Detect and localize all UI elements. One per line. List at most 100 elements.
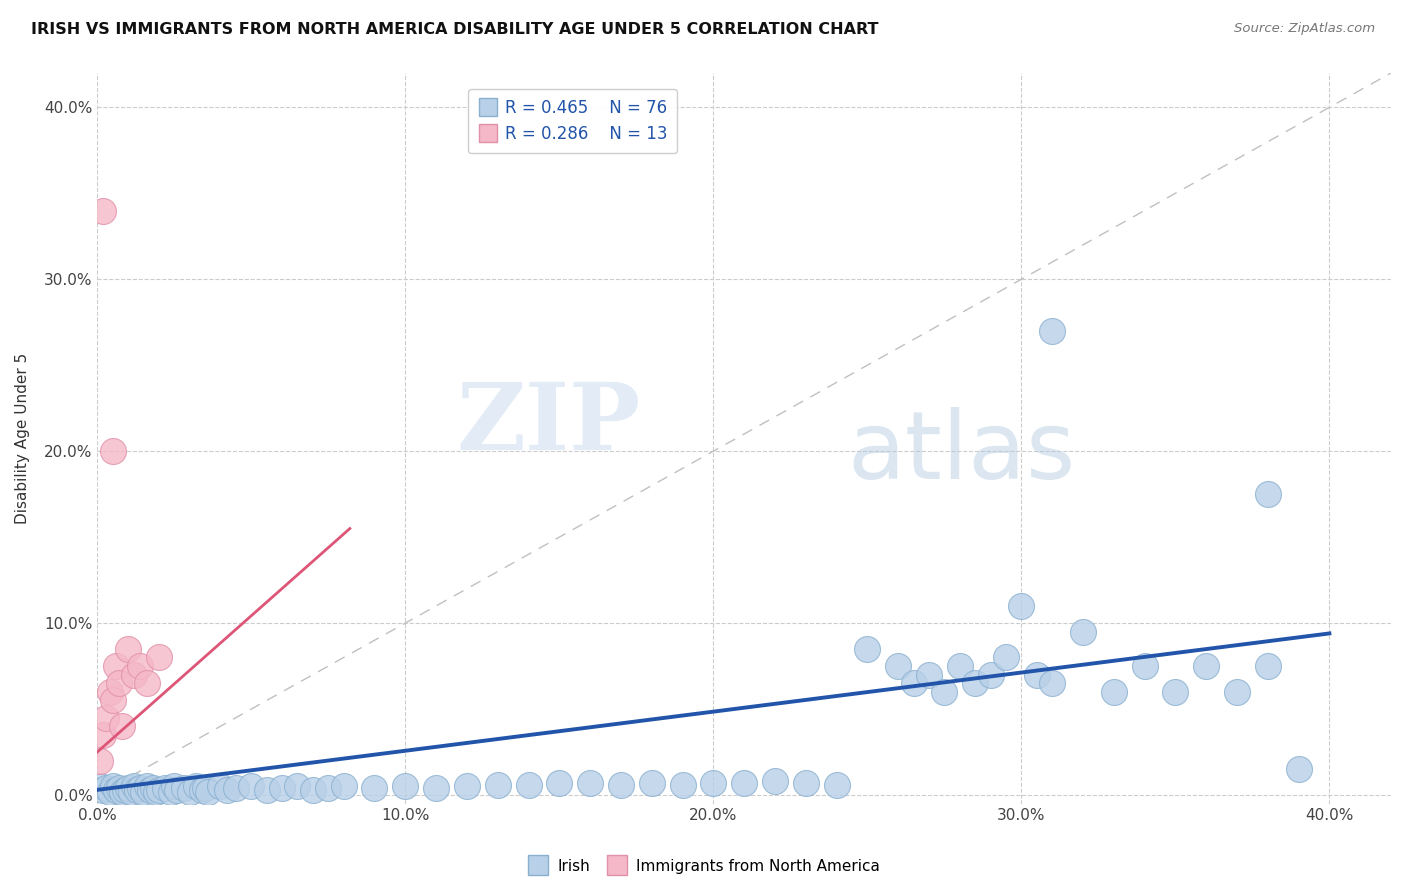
Point: [486, 778, 509, 792]
Point: [127, 782, 149, 797]
Point: [1071, 624, 1094, 639]
Point: [93, 203, 115, 218]
Point: [122, 780, 145, 794]
Point: [316, 781, 339, 796]
Point: [934, 685, 956, 699]
Point: [96, 781, 118, 796]
Point: [332, 780, 354, 794]
Point: [456, 780, 478, 794]
Point: [96, 711, 118, 725]
Point: [101, 444, 124, 458]
Point: [517, 778, 540, 792]
Point: [194, 781, 217, 796]
Point: [129, 781, 152, 796]
Text: atlas: atlas: [848, 407, 1076, 499]
Point: [1257, 659, 1279, 673]
Y-axis label: Disability Age Under 5: Disability Age Under 5: [15, 352, 30, 524]
Point: [98, 784, 121, 798]
Point: [215, 782, 238, 797]
Legend: R = 0.465    N = 76, R = 0.286    N = 13: R = 0.465 N = 76, R = 0.286 N = 13: [468, 88, 678, 153]
Point: [903, 676, 925, 690]
Point: [980, 667, 1002, 681]
Point: [129, 659, 152, 673]
Point: [153, 781, 176, 796]
Point: [240, 780, 263, 794]
Point: [256, 782, 278, 797]
Point: [733, 776, 755, 790]
Point: [184, 780, 207, 794]
Point: [1288, 762, 1310, 776]
Point: [138, 782, 160, 797]
Point: [287, 780, 309, 794]
Point: [994, 650, 1017, 665]
Point: [197, 784, 219, 798]
Text: IRISH VS IMMIGRANTS FROM NORTH AMERICA DISABILITY AGE UNDER 5 CORRELATION CHART: IRISH VS IMMIGRANTS FROM NORTH AMERICA D…: [31, 22, 879, 37]
Point: [108, 781, 131, 796]
Point: [163, 780, 186, 794]
Point: [425, 781, 447, 796]
Point: [117, 641, 139, 656]
Point: [1195, 659, 1218, 673]
Point: [104, 659, 127, 673]
Point: [1010, 599, 1032, 613]
Point: [1040, 324, 1063, 338]
Point: [142, 781, 165, 796]
Point: [98, 685, 121, 699]
Point: [120, 784, 142, 798]
Point: [763, 774, 786, 789]
Point: [702, 776, 724, 790]
Point: [89, 754, 111, 768]
Point: [93, 782, 115, 797]
Point: [271, 781, 294, 796]
Point: [111, 784, 134, 798]
Point: [132, 784, 155, 798]
Point: [856, 641, 879, 656]
Point: [1102, 685, 1125, 699]
Point: [160, 784, 183, 798]
Point: [122, 667, 145, 681]
Point: [394, 780, 416, 794]
Point: [949, 659, 972, 673]
Point: [166, 782, 188, 797]
Point: [101, 693, 124, 707]
Point: [111, 719, 134, 733]
Point: [89, 780, 111, 794]
Point: [173, 781, 195, 796]
Point: [135, 676, 157, 690]
Point: [794, 776, 817, 790]
Point: [671, 778, 693, 792]
Point: [225, 781, 247, 796]
Point: [1133, 659, 1156, 673]
Point: [1040, 676, 1063, 690]
Point: [135, 780, 157, 794]
Point: [148, 650, 170, 665]
Point: [965, 676, 987, 690]
Point: [1164, 685, 1187, 699]
Point: [887, 659, 910, 673]
Text: ZIP: ZIP: [457, 379, 641, 468]
Point: [93, 728, 115, 742]
Point: [302, 782, 325, 797]
Point: [148, 782, 170, 797]
Point: [825, 778, 848, 792]
Point: [579, 776, 602, 790]
Point: [191, 782, 214, 797]
Point: [918, 667, 941, 681]
Point: [363, 781, 385, 796]
Point: [117, 781, 139, 796]
Point: [610, 778, 633, 792]
Point: [114, 782, 136, 797]
Point: [101, 780, 124, 794]
Point: [179, 784, 201, 798]
Point: [641, 776, 664, 790]
Point: [1257, 487, 1279, 501]
Point: [548, 776, 571, 790]
Point: [209, 780, 232, 794]
Point: [1025, 667, 1047, 681]
Point: [108, 676, 131, 690]
Text: Source: ZipAtlas.com: Source: ZipAtlas.com: [1234, 22, 1375, 36]
Point: [1226, 685, 1249, 699]
Point: [104, 782, 127, 797]
Legend: Irish, Immigrants from North America: Irish, Immigrants from North America: [520, 853, 886, 880]
Point: [145, 784, 167, 798]
